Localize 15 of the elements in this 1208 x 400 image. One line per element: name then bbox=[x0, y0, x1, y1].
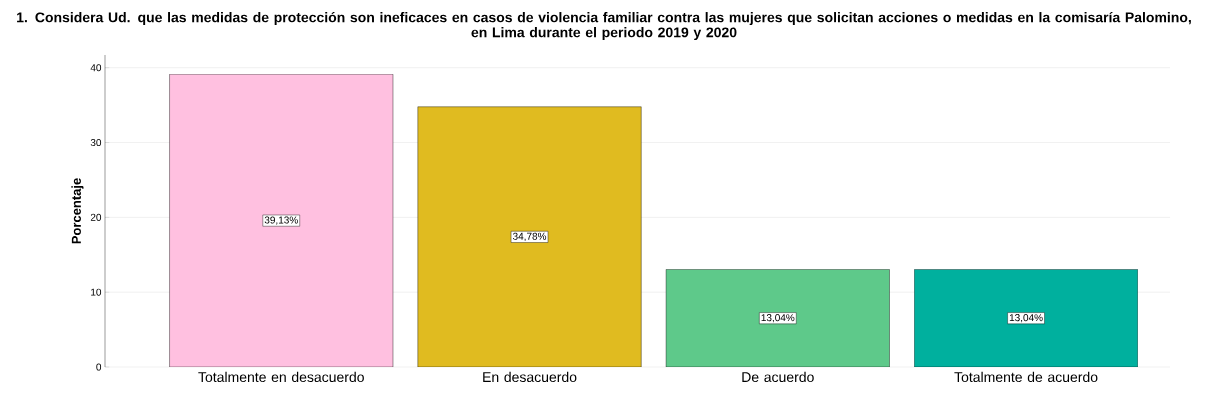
y-tick-label: 40 bbox=[90, 64, 102, 72]
y-tick-label: 0 bbox=[96, 363, 102, 371]
data-label: 13,04% bbox=[1009, 314, 1043, 323]
data-label: 39,13% bbox=[264, 216, 298, 225]
data-label: 34,78% bbox=[512, 232, 547, 242]
x-tick-label: En desacuerdo bbox=[483, 371, 577, 383]
y-axis-title: Porcentaje bbox=[71, 178, 84, 244]
y-tick-label: 20 bbox=[90, 213, 102, 221]
y-tick-label: 30 bbox=[90, 138, 102, 147]
x-tick-label: Totalmente de acuerdo bbox=[954, 371, 1098, 383]
chart-title: 1. Considera Ud. que las medidas de protección son ineficaces en casos de violencia familiar contra las mujeres que solicitan acciones o medidas en la comisaría Palomino, en Lima durante el periodo 2019 y 2020 bbox=[17, 11, 1191, 41]
x-tick-label: Totalmente en desacuerdo bbox=[198, 371, 364, 383]
y-tick-label: 10 bbox=[91, 288, 102, 296]
x-tick-label: De acuerdo bbox=[742, 371, 814, 383]
data-label: 13,04% bbox=[761, 314, 795, 323]
